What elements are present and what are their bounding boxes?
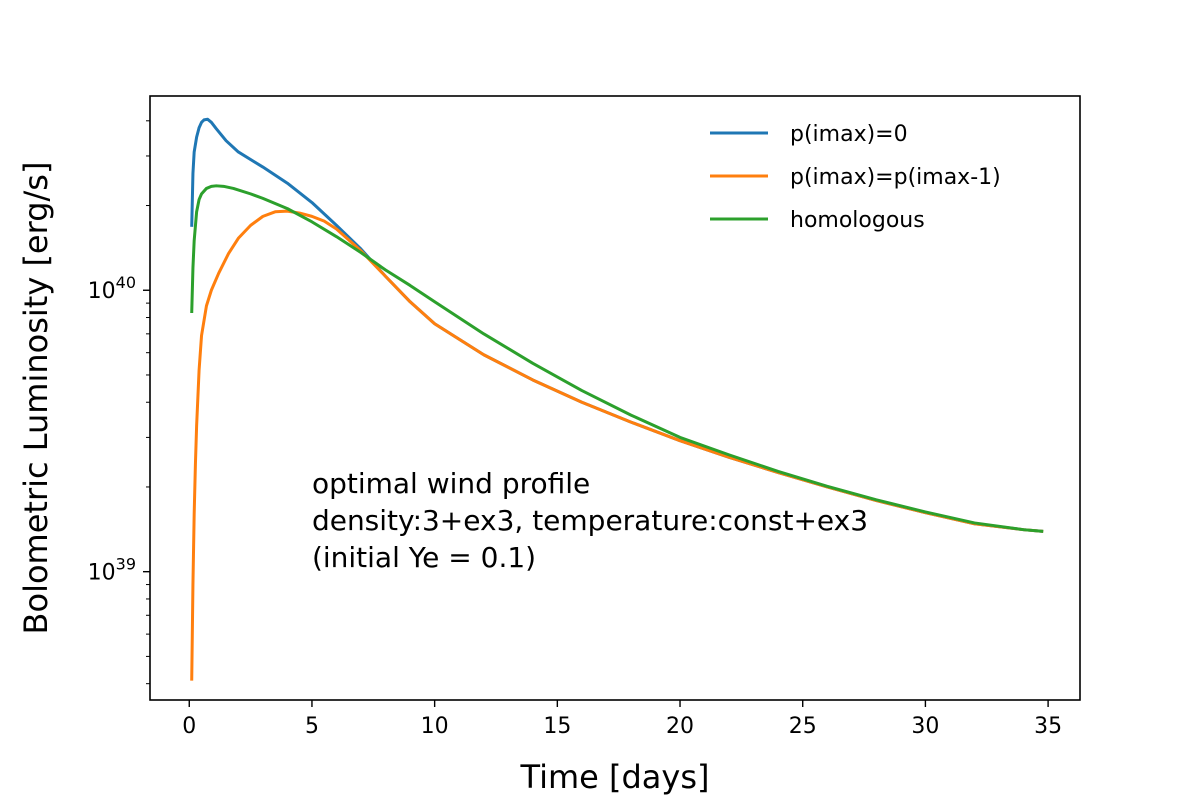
legend-label: p(imax)=p(imax-1): [790, 165, 1001, 190]
x-axis: 0 5 10 15 20 25 30 35: [182, 700, 1062, 739]
legend: p(imax)=0 p(imax)=p(imax-1) homologous: [710, 122, 1001, 233]
x-tick-label: 5: [305, 714, 319, 739]
x-tick-label: 35: [1034, 714, 1062, 739]
annotation-line: (initial Ye = 0.1): [312, 541, 536, 574]
series-line: [190, 184, 1044, 533]
legend-label: homologous: [790, 208, 925, 233]
annotation-line: density:3+ex3, temperature:const+ex3: [312, 504, 868, 537]
annotation: optimal wind profile density:3+ex3, temp…: [312, 467, 868, 574]
x-axis-label: Time [days]: [520, 758, 710, 796]
x-tick-label: 0: [182, 714, 196, 739]
x-tick-label: 20: [666, 714, 694, 739]
series-group: [190, 117, 1044, 681]
x-tick-label: 30: [911, 714, 939, 739]
x-tick-label: 15: [543, 714, 571, 739]
legend-label: p(imax)=0: [790, 122, 908, 147]
x-tick-label: 25: [789, 714, 817, 739]
y-axis: 1039 1040: [88, 120, 150, 685]
annotation-line: optimal wind profile: [312, 467, 590, 500]
plot-frame: [149, 95, 1081, 701]
y-tick-label: 1039: [88, 555, 136, 586]
y-axis-label: Bolometric Luminosity [erg/s]: [17, 162, 55, 635]
x-tick-label: 10: [421, 714, 449, 739]
y-tick-label: 1040: [88, 273, 136, 304]
